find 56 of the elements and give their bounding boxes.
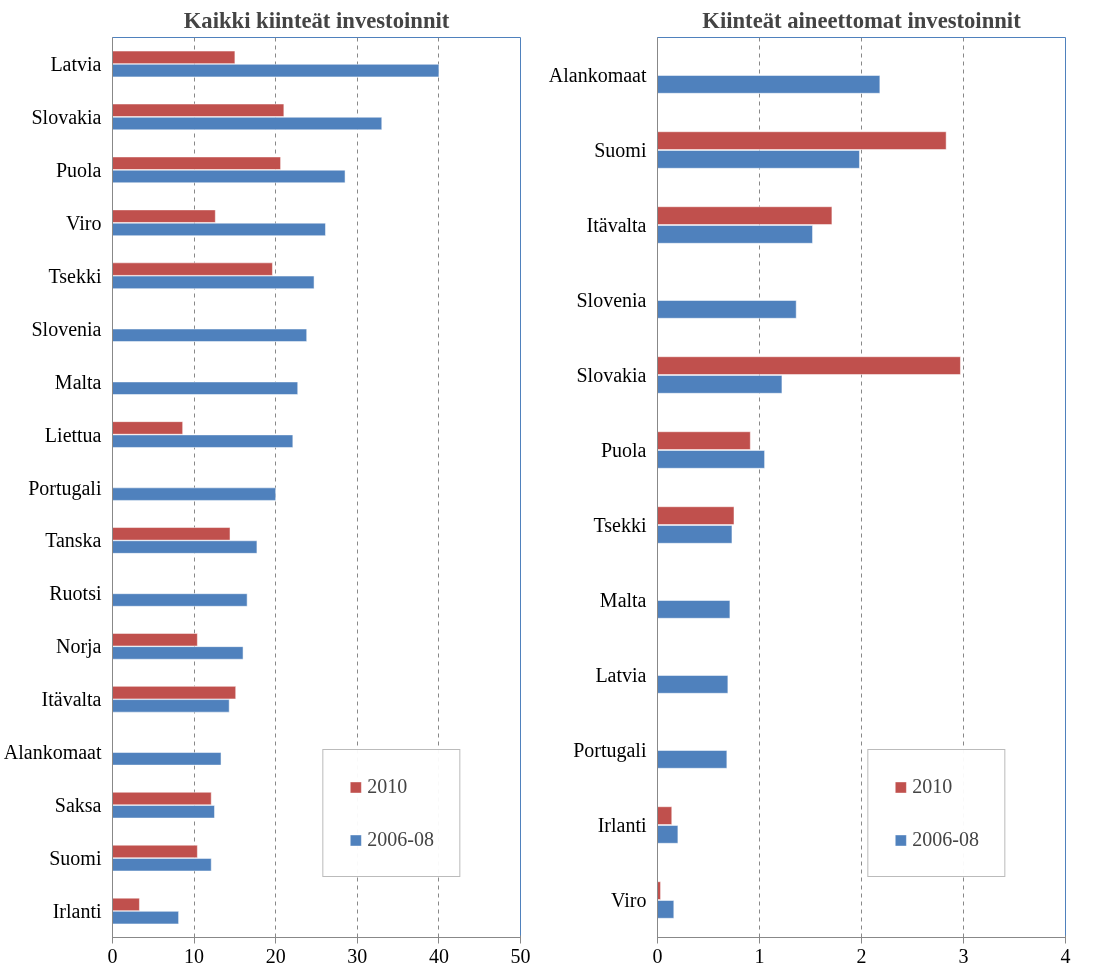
y-tick-label: Suomi	[49, 847, 102, 870]
legend-label: 2006-08	[912, 828, 979, 851]
x-tick-label: 40	[428, 944, 449, 967]
y-tick-label: Slovakia	[31, 105, 102, 128]
bar	[657, 675, 729, 694]
x-tick-label: 2	[856, 944, 867, 967]
y-tick-label: Slovenia	[31, 317, 102, 340]
y-tick-label: Saksa	[54, 794, 102, 817]
legend-label: 2010	[367, 775, 408, 798]
y-tick-label: Liettua	[44, 423, 102, 446]
y-tick-label: Irlanti	[52, 900, 102, 923]
legend-label: 2010	[912, 775, 953, 798]
x-tick-label: 0	[107, 944, 118, 967]
bar	[112, 328, 307, 342]
x-tick-label: 50	[510, 944, 531, 967]
y-tick-label: Norja	[55, 635, 102, 659]
x-tick-label: 30	[347, 944, 368, 967]
chart-title: Kiinteät aineettomat investoinnit	[702, 7, 1022, 33]
y-tick-label: Malta	[599, 589, 647, 611]
bar	[657, 600, 731, 619]
y-tick-label: Itävalta	[41, 688, 102, 711]
y-tick-label: Alankomaat	[3, 741, 102, 764]
y-tick-label: Itävalta	[586, 214, 647, 236]
y-tick-label: Puola	[55, 158, 102, 181]
x-tick-label: 4	[1060, 944, 1071, 967]
y-tick-label: Tanska	[45, 529, 102, 552]
y-tick-label: Suomi	[594, 139, 647, 161]
x-tick-label: 0	[652, 944, 663, 967]
x-tick-label: 1	[754, 944, 765, 967]
bar	[657, 75, 881, 94]
y-tick-label: Latvia	[50, 52, 102, 75]
y-tick-label: Portugali	[573, 739, 647, 762]
y-tick-label: Latvia	[595, 664, 647, 686]
x-tick-label: 20	[265, 944, 286, 967]
legend-label: 2006-08	[367, 828, 434, 851]
y-tick-label: Irlanti	[597, 814, 647, 836]
bar	[112, 381, 298, 395]
y-tick-label: Malta	[54, 370, 102, 393]
y-tick-label: Viro	[66, 211, 102, 234]
bar	[112, 752, 222, 766]
y-tick-label: Puola	[600, 439, 647, 461]
x-tick-label: 10	[184, 944, 205, 967]
y-tick-label: Viro	[611, 889, 647, 911]
y-tick-label: Ruotsi	[49, 582, 102, 605]
y-tick-label: Portugali	[28, 476, 102, 500]
x-tick-label: 3	[958, 944, 969, 967]
bar	[657, 300, 797, 319]
bar	[657, 750, 728, 769]
bar	[112, 487, 276, 501]
y-tick-label: Slovenia	[576, 289, 647, 311]
y-tick-label: Tsekki	[593, 514, 647, 536]
chart-title: Kaikki kiinteät investoinnit	[183, 7, 450, 33]
y-tick-label: Tsekki	[48, 264, 102, 287]
y-tick-label: Slovakia	[576, 364, 647, 386]
bar	[112, 593, 248, 607]
y-tick-label: Alankomaat	[548, 64, 647, 86]
